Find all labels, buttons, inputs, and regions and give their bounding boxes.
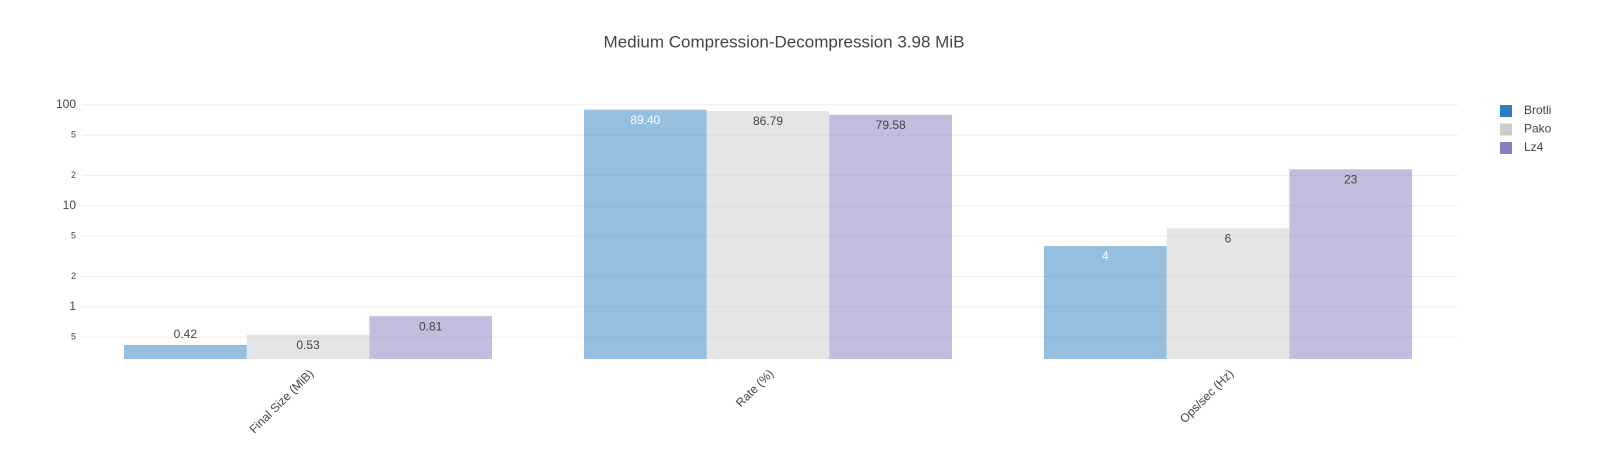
y-tick-label: 2 bbox=[71, 170, 76, 180]
value-label: 6 bbox=[1225, 231, 1232, 245]
bar bbox=[829, 114, 952, 359]
y-tick-label: 5 bbox=[71, 130, 76, 140]
bar bbox=[246, 334, 370, 359]
legend-swatch bbox=[1500, 142, 1512, 154]
bar bbox=[706, 111, 830, 359]
value-label: 89.40 bbox=[630, 113, 660, 127]
value-label: 0.42 bbox=[174, 327, 198, 341]
legend-label[interactable]: Brotli bbox=[1524, 103, 1551, 117]
legend-label[interactable]: Pako bbox=[1524, 122, 1552, 136]
bar bbox=[1166, 228, 1290, 359]
legend-swatch bbox=[1500, 123, 1512, 136]
bar bbox=[584, 109, 707, 359]
bar bbox=[124, 344, 247, 359]
y-tick-label: 5 bbox=[71, 332, 76, 342]
x-tick-label: Final Size (MiB) bbox=[247, 366, 317, 436]
value-label: 4 bbox=[1102, 249, 1109, 263]
legend-label[interactable]: Lz4 bbox=[1524, 140, 1544, 154]
value-label: 79.58 bbox=[876, 118, 906, 132]
legend-swatch bbox=[1500, 105, 1512, 117]
y-tick-label: 2 bbox=[71, 271, 76, 281]
bar bbox=[1289, 169, 1412, 359]
bar bbox=[369, 316, 492, 359]
chart-title: Medium Compression-Decompression 3.98 Mi… bbox=[604, 32, 965, 51]
bar bbox=[1044, 246, 1167, 359]
x-tick-label: Ops/sec (Hz) bbox=[1177, 366, 1236, 425]
y-tick-label: 5 bbox=[71, 231, 76, 241]
value-label: 0.81 bbox=[419, 319, 443, 333]
value-label: 23 bbox=[1344, 172, 1358, 186]
y-tick-label: 100 bbox=[56, 97, 76, 111]
y-tick-label: 10 bbox=[63, 198, 77, 212]
value-label: 0.53 bbox=[296, 338, 320, 352]
y-tick-label: 1 bbox=[69, 299, 76, 313]
x-tick-label: Rate (%) bbox=[733, 366, 776, 409]
value-label: 86.79 bbox=[753, 114, 783, 128]
